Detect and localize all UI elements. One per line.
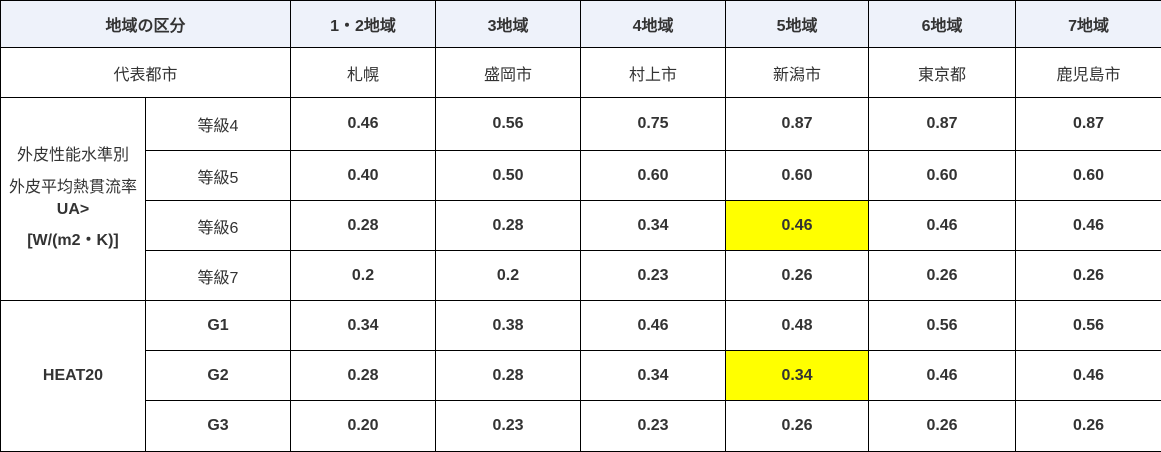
ua-label-line3: [W/(m2・K)] bbox=[5, 230, 141, 252]
grade-label-cell: 等級5 bbox=[146, 151, 291, 201]
value-cell: 0.26 bbox=[1016, 401, 1161, 452]
region-header-6: 6地域 bbox=[869, 1, 1016, 48]
region-division-header: 地域の区分 bbox=[1, 1, 291, 48]
region-header-7: 7地域 bbox=[1016, 1, 1161, 48]
value-cell: 0.60 bbox=[581, 151, 726, 201]
value-cell: 0.40 bbox=[291, 151, 436, 201]
grade-label-cell: G3 bbox=[146, 401, 291, 452]
heat20-g3-row: G3 0.20 0.23 0.23 0.26 0.26 0.26 bbox=[1, 401, 1161, 452]
city-cell: 新潟市 bbox=[726, 48, 869, 98]
region-header-4: 4地域 bbox=[581, 1, 726, 48]
value-cell: 0.26 bbox=[869, 251, 1016, 301]
value-cell: 0.28 bbox=[436, 351, 581, 401]
heat20-section-label: HEAT20 bbox=[1, 301, 146, 452]
value-cell: 0.60 bbox=[726, 151, 869, 201]
region-header-3: 3地域 bbox=[436, 1, 581, 48]
grade6-row: 等級6 0.28 0.28 0.34 0.46 0.46 0.46 bbox=[1, 201, 1161, 251]
value-cell: 0.48 bbox=[726, 301, 869, 351]
value-cell: 0.26 bbox=[726, 401, 869, 452]
value-cell: 0.2 bbox=[291, 251, 436, 301]
value-cell: 0.46 bbox=[291, 98, 436, 151]
header-row: 地域の区分 1・2地域 3地域 4地域 5地域 6地域 7地域 bbox=[1, 1, 1161, 48]
value-cell: 0.50 bbox=[436, 151, 581, 201]
highlighted-value-cell: 0.34 bbox=[726, 351, 869, 401]
grade-label-cell: 等級7 bbox=[146, 251, 291, 301]
ua-section-label: 外皮性能水準別 外皮平均熱貫流率UA> [W/(m2・K)] bbox=[1, 98, 146, 301]
value-cell: 0.56 bbox=[436, 98, 581, 151]
value-cell: 0.34 bbox=[581, 351, 726, 401]
value-cell: 0.34 bbox=[581, 201, 726, 251]
value-cell: 0.87 bbox=[869, 98, 1016, 151]
value-cell: 0.46 bbox=[869, 351, 1016, 401]
value-cell: 0.23 bbox=[581, 401, 726, 452]
value-cell: 0.28 bbox=[436, 201, 581, 251]
ua-label-line2: 外皮平均熱貫流率UA> bbox=[5, 177, 141, 222]
value-cell: 0.56 bbox=[1016, 301, 1161, 351]
value-cell: 0.87 bbox=[1016, 98, 1161, 151]
ua-label-line1: 外皮性能水準別 bbox=[5, 145, 141, 167]
grade-label-cell: G1 bbox=[146, 301, 291, 351]
region-header-5: 5地域 bbox=[726, 1, 869, 48]
value-cell: 0.26 bbox=[869, 401, 1016, 452]
value-cell: 0.60 bbox=[1016, 151, 1161, 201]
cities-row: 代表都市 札幌 盛岡市 村上市 新潟市 東京都 鹿児島市 bbox=[1, 48, 1161, 98]
grade-label-cell: 等級4 bbox=[146, 98, 291, 151]
cities-row-label: 代表都市 bbox=[1, 48, 291, 98]
value-cell: 0.26 bbox=[1016, 251, 1161, 301]
value-cell: 0.26 bbox=[726, 251, 869, 301]
city-cell: 盛岡市 bbox=[436, 48, 581, 98]
city-cell: 東京都 bbox=[869, 48, 1016, 98]
value-cell: 0.87 bbox=[726, 98, 869, 151]
grade4-row: 外皮性能水準別 外皮平均熱貫流率UA> [W/(m2・K)] 等級4 0.46 … bbox=[1, 98, 1161, 151]
value-cell: 0.28 bbox=[291, 201, 436, 251]
value-cell: 0.28 bbox=[291, 351, 436, 401]
value-cell: 0.2 bbox=[436, 251, 581, 301]
city-cell: 鹿児島市 bbox=[1016, 48, 1161, 98]
value-cell: 0.56 bbox=[869, 301, 1016, 351]
value-cell: 0.46 bbox=[869, 201, 1016, 251]
city-cell: 札幌 bbox=[291, 48, 436, 98]
value-cell: 0.60 bbox=[869, 151, 1016, 201]
value-cell: 0.38 bbox=[436, 301, 581, 351]
value-cell: 0.23 bbox=[581, 251, 726, 301]
value-cell: 0.46 bbox=[1016, 201, 1161, 251]
grade7-row: 等級7 0.2 0.2 0.23 0.26 0.26 0.26 bbox=[1, 251, 1161, 301]
grade-label-cell: 等級6 bbox=[146, 201, 291, 251]
value-cell: 0.46 bbox=[581, 301, 726, 351]
heat20-g1-row: HEAT20 G1 0.34 0.38 0.46 0.48 0.56 0.56 bbox=[1, 301, 1161, 351]
grade5-row: 等級5 0.40 0.50 0.60 0.60 0.60 0.60 bbox=[1, 151, 1161, 201]
value-cell: 0.34 bbox=[291, 301, 436, 351]
grade-label-cell: G2 bbox=[146, 351, 291, 401]
value-cell: 0.20 bbox=[291, 401, 436, 452]
highlighted-value-cell: 0.46 bbox=[726, 201, 869, 251]
region-header-1-2: 1・2地域 bbox=[291, 1, 436, 48]
value-cell: 0.46 bbox=[1016, 351, 1161, 401]
city-cell: 村上市 bbox=[581, 48, 726, 98]
value-cell: 0.75 bbox=[581, 98, 726, 151]
value-cell: 0.23 bbox=[436, 401, 581, 452]
heat20-g2-row: G2 0.28 0.28 0.34 0.34 0.46 0.46 bbox=[1, 351, 1161, 401]
